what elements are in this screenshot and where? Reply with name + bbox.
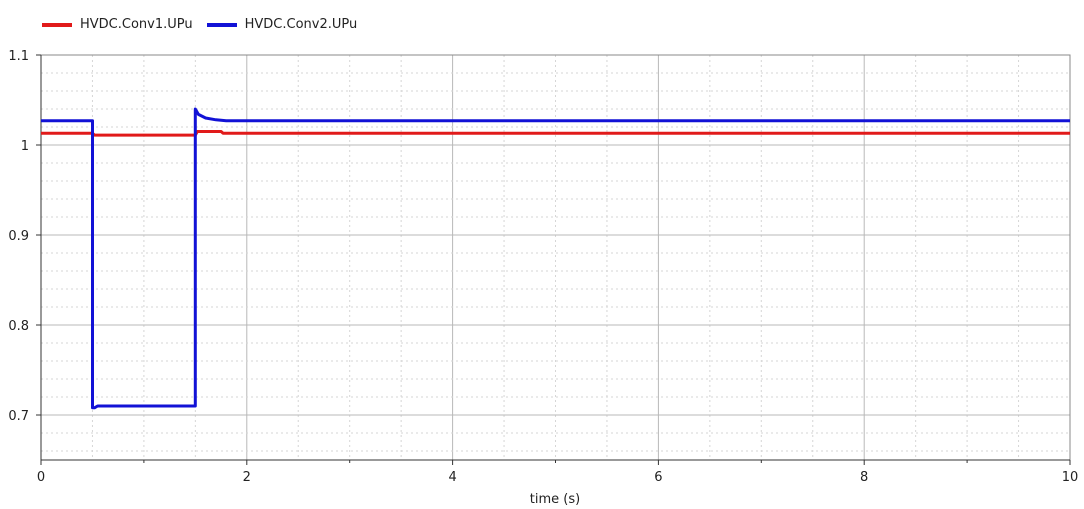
x-tick-label: 10	[1062, 470, 1079, 485]
x-tick-label: 8	[860, 470, 868, 485]
legend-swatch-conv1	[42, 22, 72, 27]
legend-item-conv2: HVDC.Conv2.UPu	[206, 17, 358, 32]
series-group	[41, 107, 1070, 410]
legend-swatch-conv2	[206, 22, 237, 27]
x-tick-label: 2	[243, 470, 251, 485]
x-axis-label: time (s)	[530, 492, 580, 507]
y-tick-label: 1.1	[8, 49, 29, 64]
y-tick-label: 0.7	[8, 409, 29, 424]
y-tick-label: 0.9	[8, 229, 29, 244]
series-line-2	[41, 107, 1070, 410]
x-tick-label: 0	[37, 470, 45, 485]
legend-label-conv1: HVDC.Conv1.UPu	[80, 17, 193, 32]
x-tick-label: 4	[448, 470, 456, 485]
legend: HVDC.Conv1.UPu HVDC.Conv2.UPu	[42, 17, 357, 32]
x-tick-label: 6	[654, 470, 662, 485]
y-tick-label: 0.8	[8, 319, 29, 334]
axes: 0 2 4 6 8 10 0.7 0.8 0.9 1 1.1	[8, 49, 1078, 485]
grid	[40, 54, 1071, 460]
y-tick-label: 1	[21, 139, 29, 154]
legend-item-conv1: HVDC.Conv1.UPu	[42, 17, 193, 32]
legend-label-conv2: HVDC.Conv2.UPu	[244, 17, 358, 32]
